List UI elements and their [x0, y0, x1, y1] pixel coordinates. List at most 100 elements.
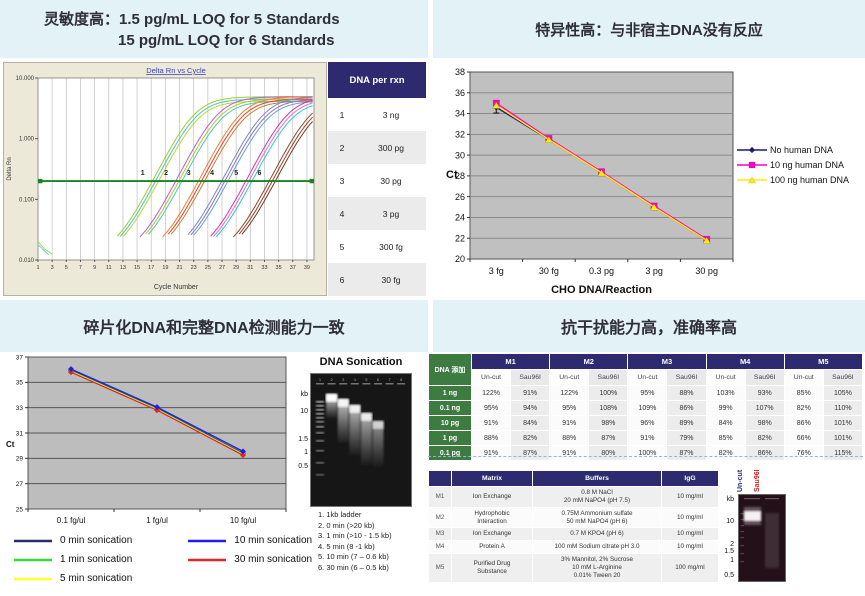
table-row: 5 300 fg — [328, 230, 426, 263]
svg-text:1.000: 1.000 — [19, 137, 35, 143]
matrix-table-header — [429, 471, 451, 486]
svg-text:31: 31 — [16, 430, 24, 437]
buffer-composition: 0.7 M KPO4 (pH 6) — [533, 528, 661, 541]
sonication-legend: 0 min sonication 1 min sonication 5 min so… — [14, 531, 312, 588]
svg-text:CHO DNA/Reaction: CHO DNA/Reaction — [551, 284, 652, 296]
subcol-header: Un-cut — [550, 370, 589, 385]
svg-text:28: 28 — [455, 171, 465, 181]
svg-text:27: 27 — [219, 265, 225, 271]
matrix-name: Ion Exchange — [452, 528, 532, 541]
recovery-value: 91% — [550, 416, 589, 430]
panel-title-fragmentation: 碎片化DNA和完整DNA检测能力一致 — [0, 300, 428, 352]
recovery-value: 82% — [511, 431, 550, 445]
matrix-group-header: M2 — [550, 354, 628, 369]
standard-amount: 30 pg — [380, 175, 402, 186]
svg-text:10 fg/ul: 10 fg/ul — [230, 516, 256, 525]
legend-swatch — [14, 539, 52, 542]
subcol-header: Un-cut — [784, 370, 823, 385]
svg-text:29: 29 — [233, 265, 239, 271]
matrix-name: Protein A — [452, 541, 532, 554]
gel-lane-label: Sau96I — [754, 469, 761, 492]
row-label: 0.1 ng — [429, 401, 471, 415]
recovery-value: 122% — [472, 386, 511, 400]
igg-concentration: 10 mg/ml — [662, 507, 718, 528]
recovery-value: 110% — [823, 401, 862, 415]
standard-number: 6 — [339, 274, 345, 285]
recovery-value: 87% — [511, 446, 550, 460]
legend-label: 5 min sonication — [60, 573, 133, 584]
recovery-value: 66% — [784, 431, 823, 445]
svg-text:21: 21 — [176, 265, 182, 271]
igg-concentration: 100 mg/ml — [662, 554, 718, 582]
matrix-group-header: M1 — [472, 354, 550, 369]
recovery-value: 85% — [784, 386, 823, 400]
matrix-buffers: Matrix Buffers IgG M1 Ion Exchange 0.8 M NaCl… — [428, 470, 719, 583]
legend-swatch — [737, 161, 767, 168]
recovery-value: 82% — [784, 401, 823, 415]
svg-text:Ct: Ct — [446, 169, 458, 181]
svg-text:20: 20 — [455, 254, 465, 264]
table-row: 4 3 pg — [328, 197, 426, 230]
gel-title: DNA Sonication — [319, 356, 403, 368]
svg-text:39: 39 — [304, 265, 310, 271]
buffer-composition: 3% Mannitol, 2% Sucrose 10 mM L-Arginine 0… — [533, 554, 661, 582]
matrix-table-header: Buffers — [533, 471, 661, 486]
svg-text:5: 5 — [65, 265, 68, 271]
svg-text:5: 5 — [365, 377, 368, 382]
table-row: M5 Purified Drug Substance 3% Mannitol, 2% … — [429, 554, 718, 582]
svg-text:9: 9 — [93, 265, 96, 271]
standard-amount: 300 pg — [378, 142, 404, 153]
legend-label: 30 min sonication — [234, 554, 313, 565]
legend-item: 30 min sonication — [188, 550, 312, 569]
recovery-value: 86% — [784, 416, 823, 430]
svg-text:15: 15 — [134, 265, 140, 271]
svg-text:30 pg: 30 pg — [695, 266, 718, 276]
recovery-value: 88% — [550, 431, 589, 445]
matrix-group-header: M5 — [784, 354, 862, 369]
svg-text:6: 6 — [377, 377, 380, 382]
matrix-id: M5 — [429, 554, 451, 582]
table-row: M2 Hydrophobic Interaction 0.75M Ammonium s… — [429, 507, 718, 528]
subcol-header: Sau96I — [667, 370, 706, 385]
specificity-chart: 20 22 24 26 28 30 32 34 36 38 3 fg 30 fg 0.3 pg 3 pg 3… — [444, 66, 749, 298]
recovery-value: 86% — [667, 401, 706, 415]
svg-text:0.1 fg/ul: 0.1 fg/ul — [57, 516, 86, 525]
svg-text:13: 13 — [120, 265, 126, 271]
dna-sonication-gel: DNA Sonication 1 2 3 4 5 6 7 8 kb 10 1.5 1 0.5 — [294, 356, 430, 508]
svg-text:1: 1 — [36, 265, 39, 271]
svg-text:35: 35 — [16, 380, 24, 387]
recovery-value: 91% — [550, 446, 589, 460]
standard-amount: 300 fg — [379, 241, 403, 252]
svg-text:37: 37 — [16, 354, 24, 361]
svg-text:27: 27 — [16, 481, 24, 488]
matrix-table-header: IgG — [662, 471, 718, 486]
svg-text:0.010: 0.010 — [19, 258, 35, 264]
legend-item: 0 min sonication — [14, 531, 132, 550]
svg-text:33: 33 — [261, 265, 267, 271]
svg-text:11: 11 — [106, 265, 112, 271]
legend-swatch — [188, 539, 227, 542]
svg-text:25: 25 — [205, 265, 211, 271]
table-row: 0.1 ng 95% 94% 95% 108% 109% 86% 99% 107% 82% 110% — [429, 401, 862, 415]
svg-text:7: 7 — [388, 377, 391, 382]
recovery-value: 95% — [628, 386, 667, 400]
sensitivity-title-en2: 15 pg/mL LOQ for 6 Standards — [118, 32, 335, 49]
panel-title-sensitivity: 灵敏度高：1.5 pg/mL LOQ for 5 Standards 15 pg… — [0, 0, 428, 58]
recovery-value: 105% — [823, 386, 862, 400]
svg-text:17: 17 — [148, 265, 154, 271]
gel-note-line: 3. 1 min (>10 - 1.5 kb) — [318, 531, 392, 540]
legend-item: 1 min sonication — [14, 550, 132, 569]
legend-label: No human DNA — [770, 144, 834, 155]
recovery-value: 93% — [745, 386, 784, 400]
matrix-name: Hydrophobic Interaction — [452, 507, 532, 528]
recovery-value: 100% — [589, 386, 628, 400]
recovery-value: 95% — [550, 401, 589, 415]
svg-text:Cycle Number: Cycle Number — [154, 284, 199, 291]
standard-number: 4 — [339, 208, 345, 219]
sensitivity-title-zh: 灵敏度高： — [44, 11, 120, 28]
sensitivity-title-en1: 1.5 pg/mL LOQ for 5 Standards — [119, 11, 340, 28]
svg-text:29: 29 — [16, 456, 24, 463]
dna-per-rxn: DNA per rxn 1 3 ng 2 300 pg 3 30 pg 4 3 pg 5 300 f… — [328, 62, 426, 296]
legend-label: 0 min sonication — [60, 535, 133, 546]
svg-text:36: 36 — [455, 88, 465, 98]
